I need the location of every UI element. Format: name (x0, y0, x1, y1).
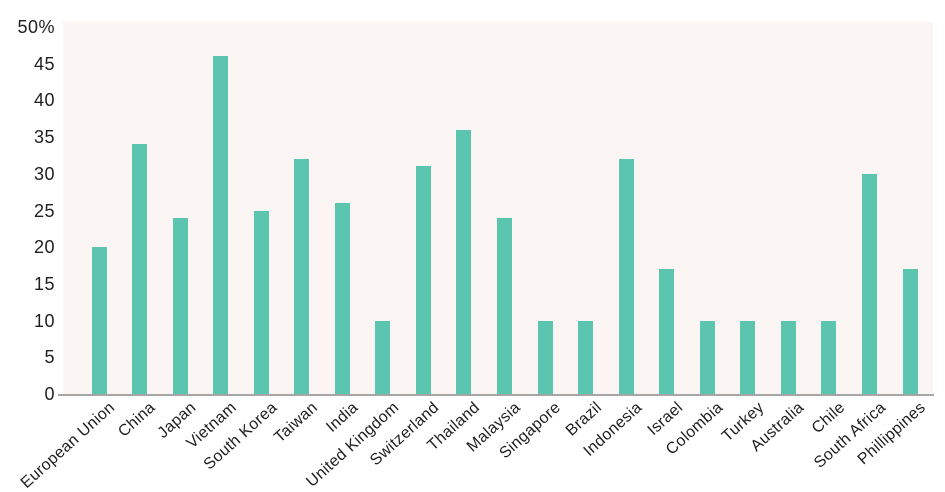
bar (618, 159, 634, 394)
y-axis-tick-label: 35 (33, 127, 55, 148)
bar (740, 320, 756, 394)
x-axis-label: China (115, 399, 159, 441)
y-axis-tick-label: 10 (33, 310, 55, 331)
x-axis-label: Taiwan (271, 399, 322, 447)
x-axis-label: European Union (17, 399, 119, 492)
bar (415, 166, 431, 394)
bar (497, 217, 512, 394)
bar (91, 247, 107, 394)
bar (902, 269, 918, 394)
bar (456, 129, 472, 394)
bar (578, 320, 594, 394)
bar (821, 320, 837, 394)
bar (375, 320, 391, 394)
y-axis-tick-label: 0 (44, 384, 55, 404)
bar (334, 203, 350, 394)
y-axis-tick-label: 30 (33, 163, 55, 184)
bar (132, 144, 148, 394)
y-axis-tick-label: 45 (33, 53, 55, 74)
y-axis-tick-label: 5 (44, 347, 55, 368)
bar (213, 56, 229, 394)
bar (699, 320, 715, 394)
y-axis-tick-label: 20 (33, 237, 55, 258)
bar (294, 159, 310, 394)
bar (253, 210, 269, 394)
y-axis-tick-label: 15 (33, 273, 55, 294)
bar (659, 269, 675, 394)
bar (861, 173, 877, 394)
y-axis-tick-label: 40 (33, 90, 55, 111)
y-axis-tick-label: 25 (33, 200, 55, 221)
bar (780, 320, 796, 394)
bar (537, 320, 553, 394)
y-axis-tick-label: 50% (17, 17, 55, 37)
bar (172, 217, 188, 394)
x-axis-line (58, 394, 934, 396)
